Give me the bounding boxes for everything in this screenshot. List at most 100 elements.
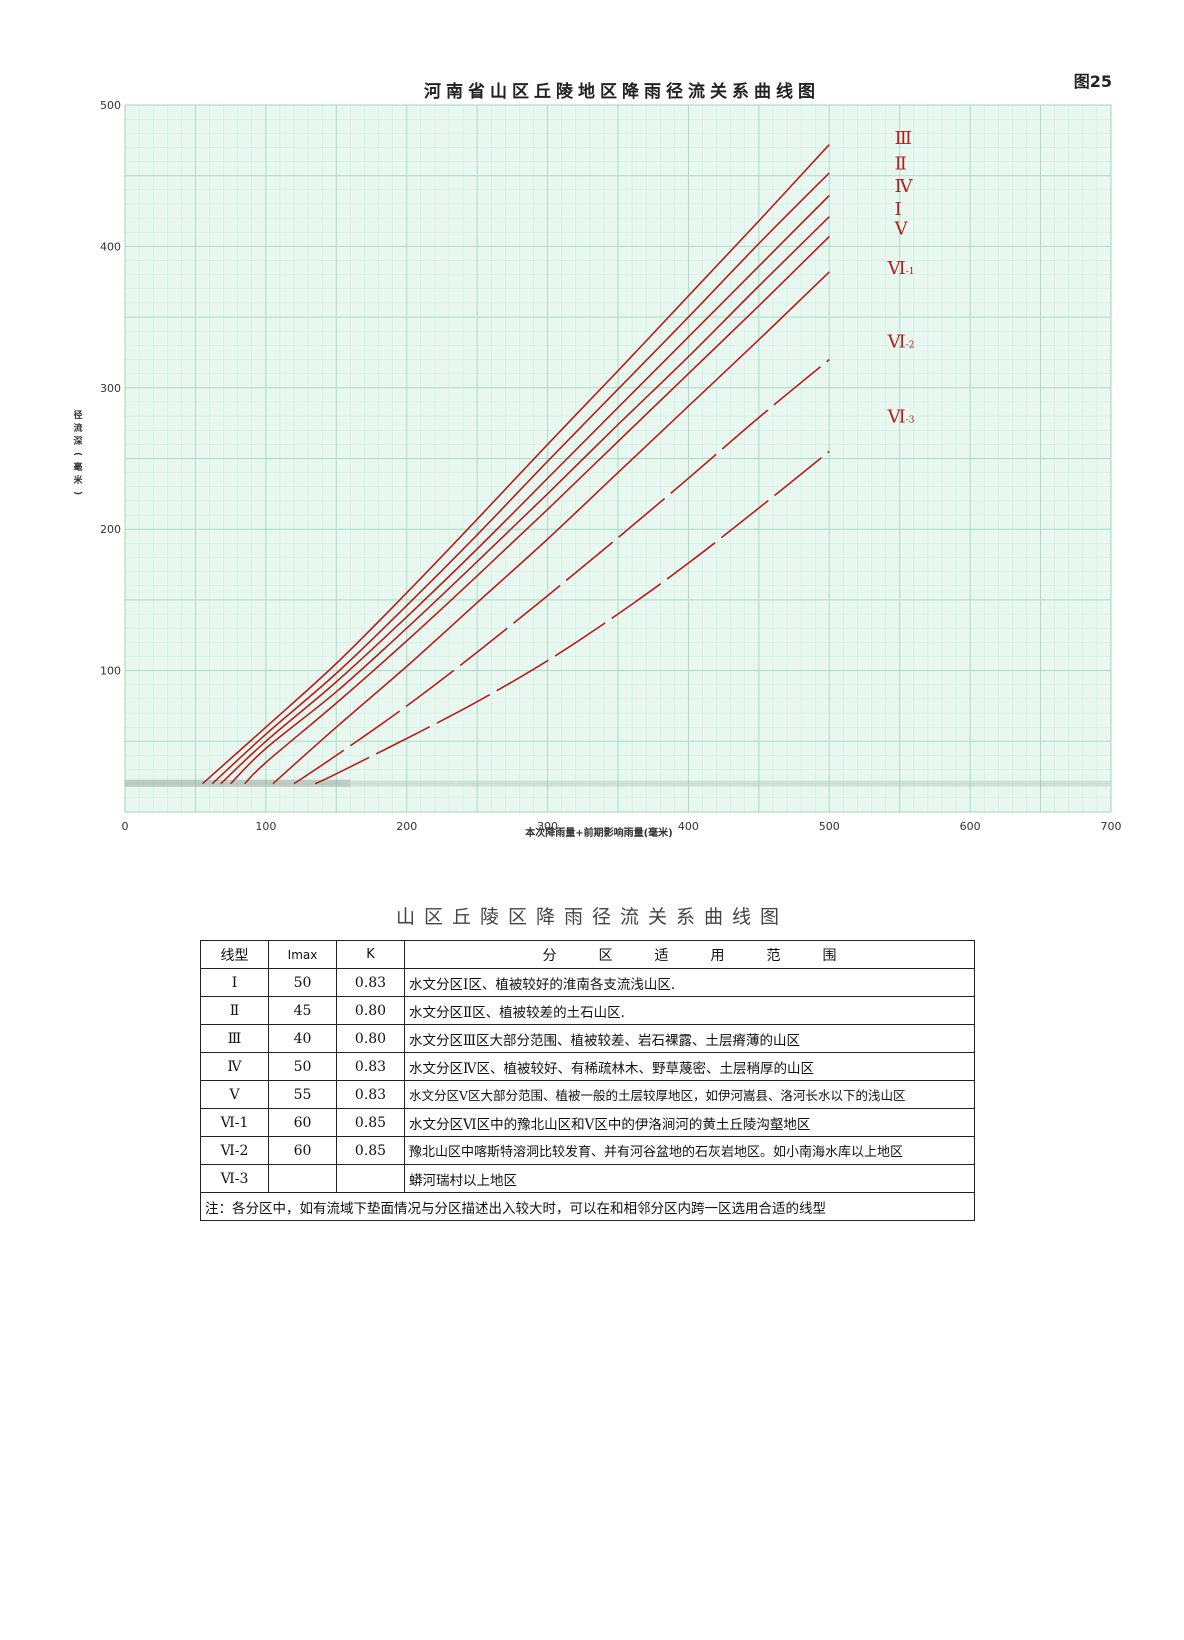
cell-desc: 豫北山区中喀斯特溶洞比较发育、并有河谷盆地的石灰岩地区。如小南海水库以上地区 (404, 1136, 975, 1165)
cell-imax: 50 (268, 968, 337, 997)
curve-label: Ⅱ (895, 154, 907, 175)
curve-line (230, 216, 830, 785)
cell-type: Ⅴ (200, 1080, 269, 1109)
cell-type: Ⅵ-2 (200, 1136, 269, 1165)
cell-k: 0.80 (336, 996, 405, 1025)
table-row: Ⅳ 50 0.83 水文分区Ⅳ区、植被较好、有稀疏林木、野草蔑密、土层稍厚的山区 (200, 1052, 975, 1081)
curve-line (244, 235, 830, 785)
y-tick-label: 500 (100, 99, 121, 112)
cell-k: 0.85 (336, 1108, 405, 1137)
cell-imax: 60 (268, 1136, 337, 1165)
x-tick-labels: 0 100 200 300 400 500 600 700 (122, 820, 1122, 833)
table-header-row: 线型 Imax K 分 区 适 用 范 围 (200, 940, 975, 969)
header-imax: Imax (268, 940, 337, 969)
x-tick-label: 100 (255, 820, 276, 833)
table-row: Ⅵ-2 60 0.85 豫北山区中喀斯特溶洞比较发育、并有河谷盆地的石灰岩地区。… (200, 1136, 975, 1165)
curve-label: Ⅰ (895, 199, 902, 220)
chart-title: 河南省山区丘陵地区降雨径流关系曲线图 (424, 81, 820, 102)
y-axis-label-char: 米 (72, 474, 83, 486)
curve-line (272, 271, 830, 785)
y-axis-label-char: ) (72, 491, 82, 495)
y-axis-label-char: 深 (73, 435, 82, 447)
cell-imax: 55 (268, 1080, 337, 1109)
table-row: Ⅲ 40 0.80 水文分区Ⅲ区大部分范围、植被较差、岩石裸露、土层瘠薄的山区 (200, 1024, 975, 1053)
cell-desc: 蟒河瑞村以上地区 (404, 1164, 975, 1193)
cell-desc: 水文分区Ⅲ区大部分范围、植被较差、岩石裸露、土层瘠薄的山区 (404, 1024, 975, 1053)
header-scope-char: 用 (710, 947, 725, 964)
cell-imax: 60 (268, 1108, 337, 1137)
x-tick-label: 600 (960, 820, 981, 833)
cell-type: Ⅲ (200, 1024, 269, 1053)
cell-k: 0.83 (336, 1052, 405, 1081)
curve-label: Ⅴ (894, 219, 909, 240)
header-k: K (336, 940, 405, 969)
cell-k: 0.83 (336, 968, 405, 997)
base-band-light (350, 780, 1111, 787)
x-tick-label: 700 (1101, 820, 1122, 833)
y-tick-label: 300 (100, 382, 121, 395)
curve-line (211, 172, 830, 785)
cell-desc: 水文分区Ⅰ区、植被较好的淮南各支流浅山区. (404, 968, 975, 997)
curve-line (220, 194, 830, 785)
cell-imax: 50 (268, 1052, 337, 1081)
y-axis-label-char: ( (72, 452, 82, 456)
header-scope-char: 适 (654, 947, 669, 964)
y-tick-label: 100 (100, 665, 121, 678)
x-tick-label: 200 (396, 820, 417, 833)
y-axis-label-char: 毫 (73, 461, 82, 473)
table-note-row: 注：各分区中，如有流域下垫面情况与分区描述出入较大时，可以在和相邻分区内跨一区选… (200, 1192, 975, 1221)
cell-type: Ⅵ-3 (200, 1164, 269, 1193)
cell-k: 0.80 (336, 1024, 405, 1053)
cell-type: Ⅰ (200, 968, 269, 997)
curve-line (314, 450, 830, 785)
y-tick-labels: 100 200 300 400 500 (100, 99, 121, 678)
x-tick-label: 0 (122, 820, 129, 833)
curves (201, 144, 830, 785)
x-axis-label: 本次降雨量+前期影响雨量(毫米) (525, 826, 673, 839)
y-axis-label-char: 流 (73, 422, 82, 434)
cell-desc: 水文分区Ⅵ区中的豫北山区和Ⅴ区中的伊洛涧河的黄土丘陵沟壑地区 (404, 1108, 975, 1137)
curve-label: Ⅲ (895, 128, 912, 149)
x-tick-label: 300 (537, 820, 558, 833)
table-title: 山区丘陵区降雨径流关系曲线图 (395, 906, 788, 928)
table-row: Ⅵ-3 蟒河瑞村以上地区 (200, 1164, 975, 1193)
curve-line (293, 358, 830, 785)
curve-label: Ⅳ (895, 176, 914, 197)
cell-imax: 40 (268, 1024, 337, 1053)
zone-table: 线型 Imax K 分 区 适 用 范 围 Ⅰ 50 0.83 水文分区Ⅰ区、植被较好的淮… (200, 940, 975, 1221)
base-band (125, 779, 1111, 787)
y-tick-label: 400 (100, 240, 121, 253)
cell-k: 0.83 (336, 1080, 405, 1109)
cell-desc: 水文分区Ⅴ区大部分范围、植被一般的土层较厚地区，如伊河嵩县、洛河长水以下的浅山区 (404, 1080, 975, 1109)
cell-k (336, 1164, 405, 1193)
header-scope-char: 分 (542, 947, 557, 964)
table-row: Ⅵ-1 60 0.85 水文分区Ⅵ区中的豫北山区和Ⅴ区中的伊洛涧河的黄土丘陵沟壑… (200, 1108, 975, 1137)
cell-type: Ⅳ (200, 1052, 269, 1081)
header-scope-char: 范 (766, 947, 781, 964)
x-tick-label: 500 (819, 820, 840, 833)
cell-imax: 45 (268, 996, 337, 1025)
cell-type: Ⅵ-1 (200, 1108, 269, 1137)
cell-desc: 水文分区Ⅳ区、植被较好、有稀疏林木、野草蔑密、土层稍厚的山区 (404, 1052, 975, 1081)
grid-major (124, 104, 1112, 813)
cell-imax (268, 1164, 337, 1193)
table-row: Ⅰ 50 0.83 水文分区Ⅰ区、植被较好的淮南各支流浅山区. (200, 968, 975, 997)
base-band-dark (125, 779, 351, 787)
runoff-chart: 0 100 200 300 400 500 600 700 100 200 300 400 500 Ⅲ… (72, 72, 1122, 839)
y-axis-label-group: 径流深 ( 毫米) (72, 409, 83, 495)
plot-frame (124, 104, 1112, 813)
header-scope-char: 围 (822, 947, 837, 964)
cell-type: Ⅱ (200, 996, 269, 1025)
cell-desc: 水文分区Ⅱ区、植被较差的土石山区. (404, 996, 975, 1025)
y-axis-label-char: 径 (73, 409, 82, 421)
y-tick-label: 200 (100, 523, 121, 536)
curve-line (201, 144, 830, 785)
header-scope-char: 区 (598, 947, 613, 964)
table-row: Ⅴ 55 0.83 水文分区Ⅴ区大部分范围、植被一般的土层较厚地区，如伊河嵩县、… (200, 1080, 975, 1109)
table-row: Ⅱ 45 0.80 水文分区Ⅱ区、植被较差的土石山区. (200, 996, 975, 1025)
x-tick-label: 400 (678, 820, 699, 833)
table-note: 注：各分区中，如有流域下垫面情况与分区描述出入较大时，可以在和相邻分区内跨一区选… (200, 1192, 975, 1221)
figure-label: 图25 (1074, 72, 1112, 91)
header-type: 线型 (200, 940, 269, 969)
cell-k: 0.85 (336, 1136, 405, 1165)
